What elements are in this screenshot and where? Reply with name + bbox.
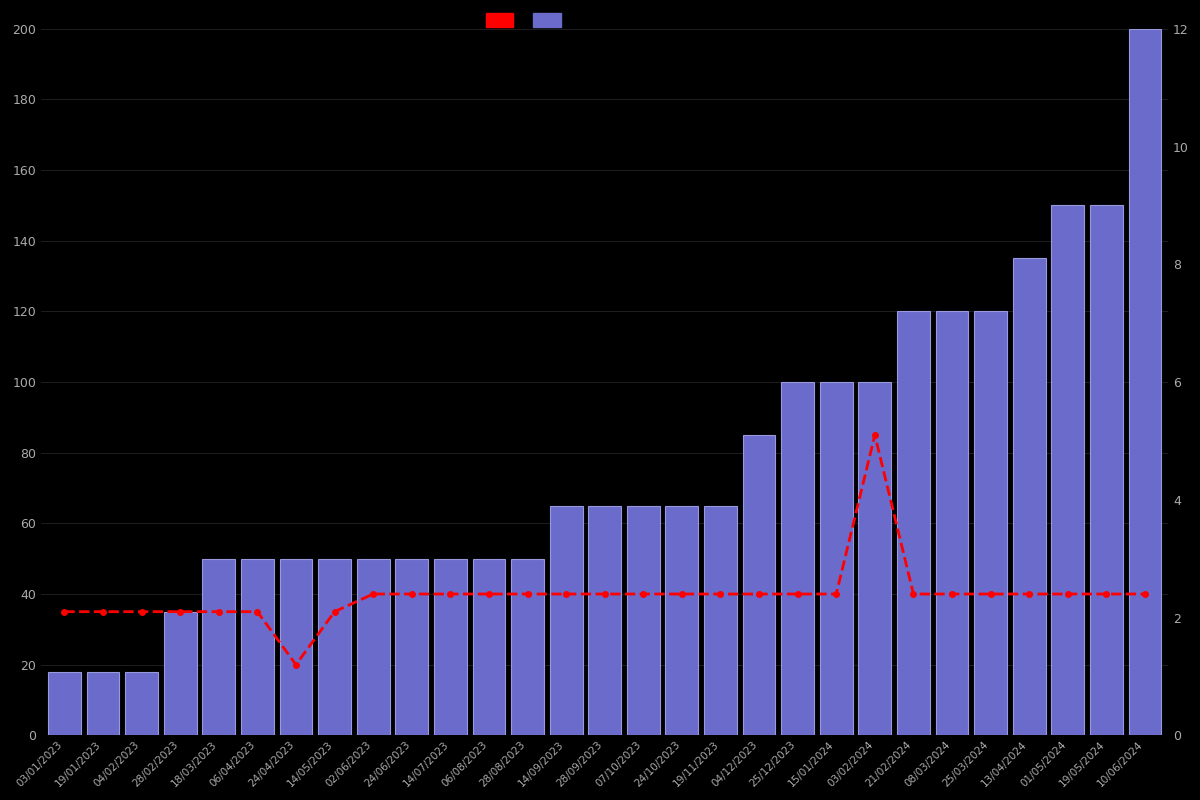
Bar [1128,29,1162,735]
Bar [48,672,80,735]
Bar [163,612,197,735]
Bar [241,558,274,735]
Bar [1051,206,1085,735]
Bar [434,558,467,735]
Bar [395,558,428,735]
Bar [318,558,350,735]
Bar [666,506,698,735]
Bar [125,672,158,735]
Bar [898,311,930,735]
Bar [356,558,390,735]
Bar [820,382,853,735]
Bar [473,558,505,735]
Bar [1013,258,1045,735]
Bar [704,506,737,735]
Bar [626,506,660,735]
Bar [781,382,814,735]
Bar [550,506,582,735]
Bar [1090,206,1123,735]
Bar [743,435,775,735]
Bar [203,558,235,735]
Bar [588,506,622,735]
Bar [86,672,119,735]
Legend: , : , [480,7,571,34]
Bar [858,382,892,735]
Bar [511,558,544,735]
Bar [936,311,968,735]
Bar [280,558,312,735]
Bar [974,311,1007,735]
